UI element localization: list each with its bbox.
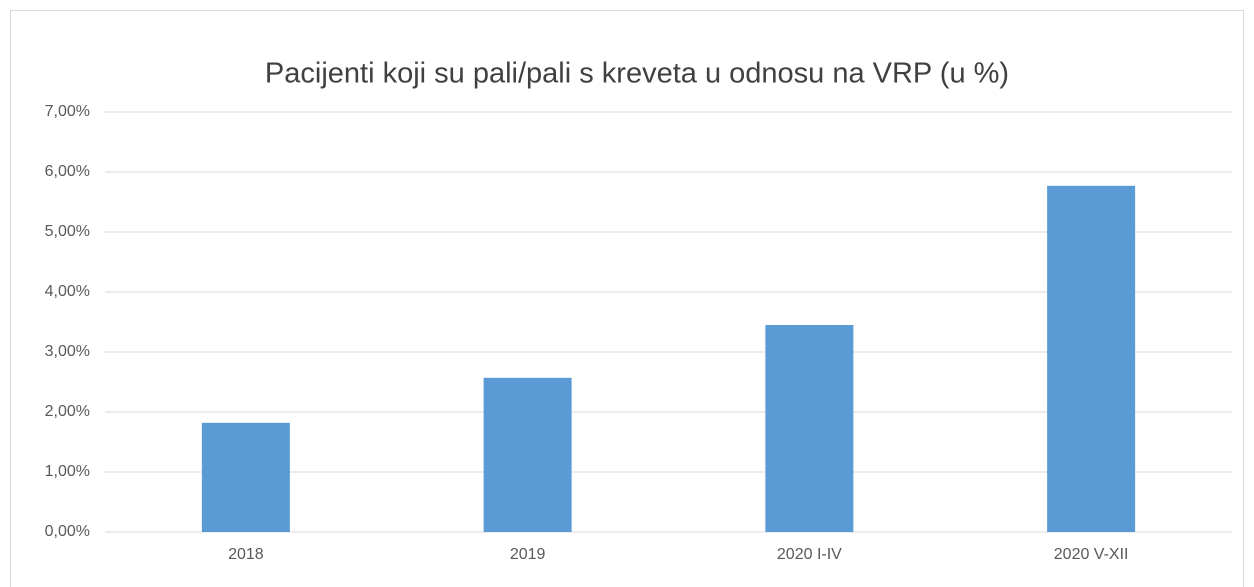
bar — [1047, 185, 1136, 533]
y-tick-label: 5,00% — [45, 223, 90, 240]
x-tick-label: 2018 — [228, 546, 264, 563]
x-tick-label: 2019 — [510, 546, 546, 563]
x-tick-label: 2020 V-XII — [1054, 546, 1129, 563]
bar — [483, 377, 572, 532]
y-tick-label: 6,00% — [45, 163, 90, 180]
bar — [201, 422, 290, 532]
y-tick-label: 3,00% — [45, 343, 90, 360]
y-tick-label: 1,00% — [45, 463, 90, 480]
y-tick-label: 0,00% — [45, 523, 90, 540]
y-tick-label: 2,00% — [45, 403, 90, 420]
chart-title: Pacijenti koji su pali/pali s kreveta u … — [265, 58, 1009, 90]
y-tick-label: 4,00% — [45, 283, 90, 300]
y-tick-label: 7,00% — [45, 103, 90, 120]
bar — [765, 325, 854, 532]
x-tick-label: 2020 I-IV — [777, 546, 842, 563]
